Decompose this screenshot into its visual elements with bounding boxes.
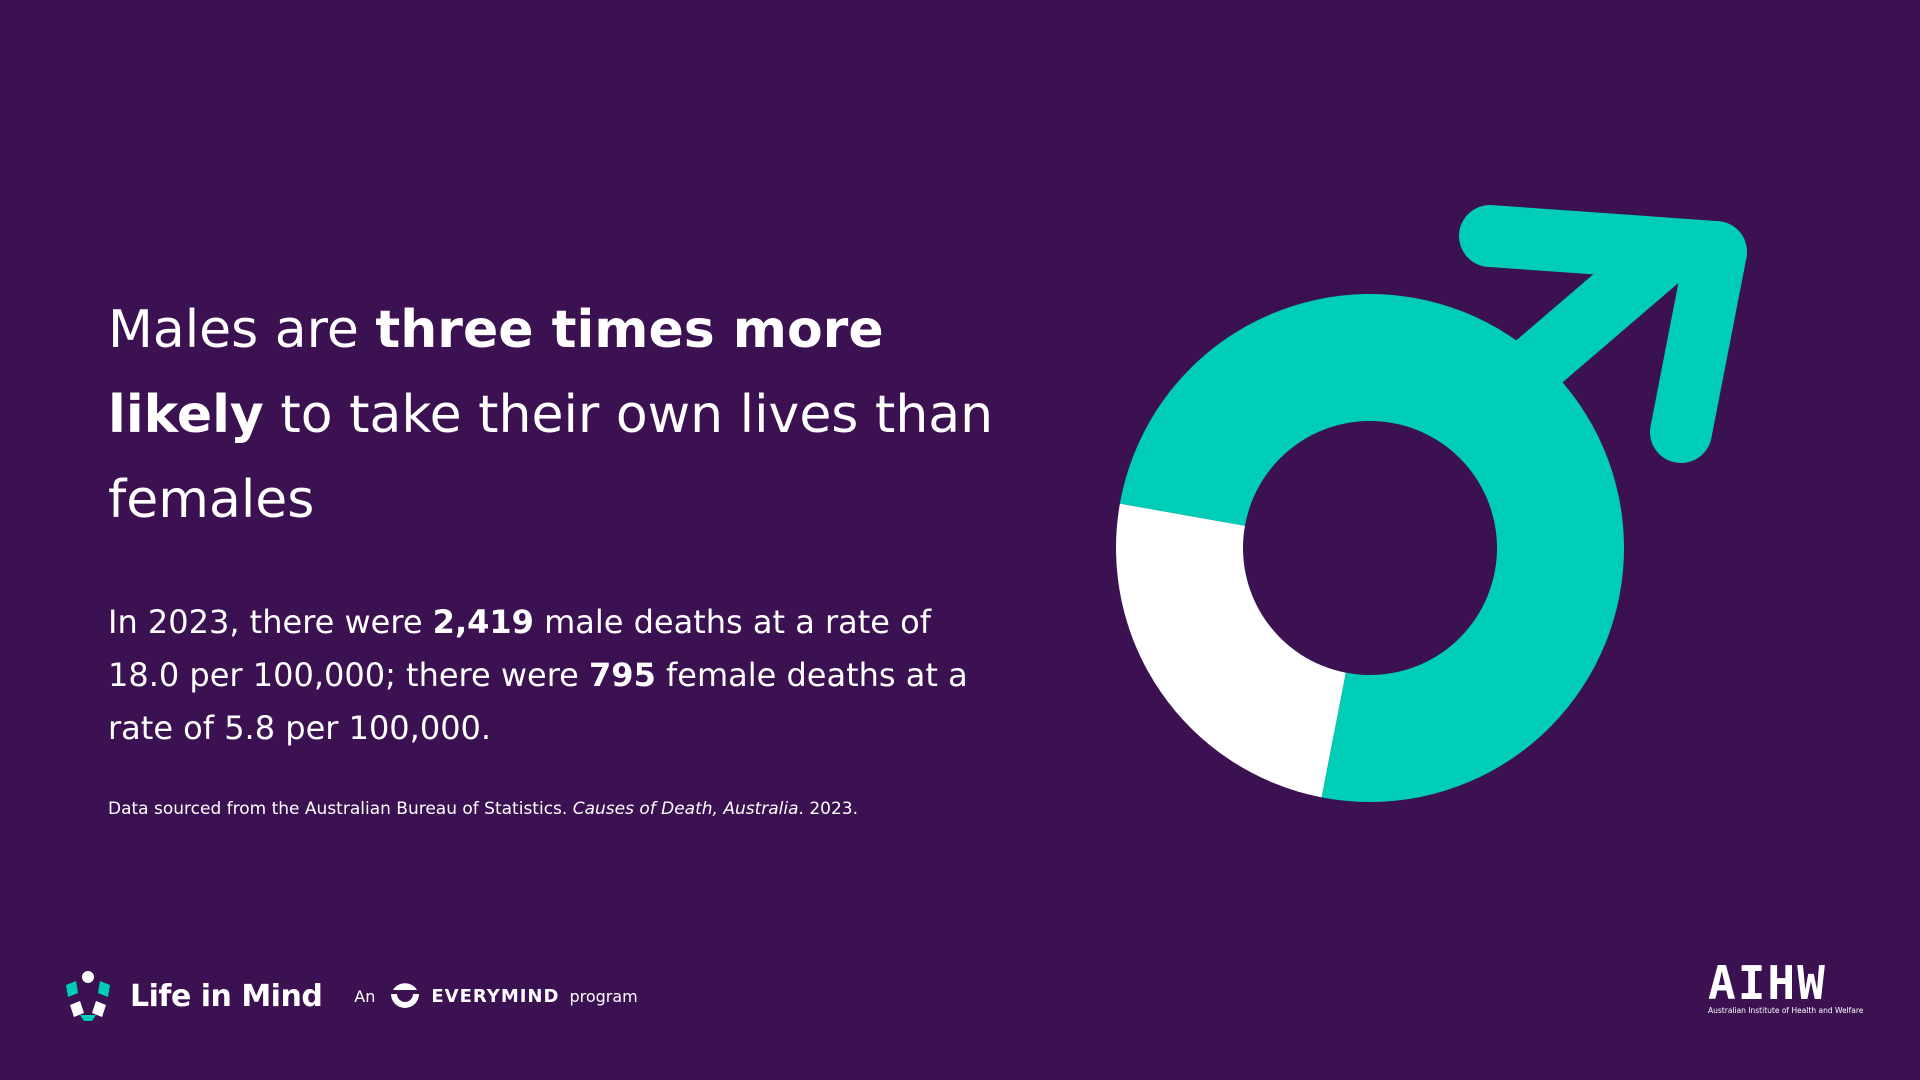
arrow-head-side <box>1650 221 1747 463</box>
slice-female <box>1116 503 1346 798</box>
arrow-head-top <box>1459 205 1747 283</box>
headline-text-2: to take their own lives than females <box>108 385 994 530</box>
life-in-mind-logo: Life in Mind An EVERYMIND program <box>62 970 638 1022</box>
everymind-wordmark: EVERYMIND <box>431 985 560 1007</box>
everymind-icon <box>391 983 420 1008</box>
source-citation: Data sourced from the Australian Bureau … <box>108 797 858 821</box>
source-title: Causes of Death, Australia <box>572 799 799 819</box>
female-deaths-count: 795 <box>589 656 656 694</box>
program-label: program <box>569 986 638 1006</box>
donut-slices <box>1116 294 1624 803</box>
statistics-paragraph: In 2023, there were 2,419 male deaths at… <box>108 596 988 755</box>
body-text-1: In 2023, there were <box>108 603 433 641</box>
source-prefix: Data sourced from the Australian Bureau … <box>108 799 573 819</box>
life-in-mind-wordmark: Life in Mind <box>130 978 323 1014</box>
body-text-2: male deaths at a rate of 18.0 per 100,00… <box>108 603 931 694</box>
source-suffix: . 2023. <box>798 799 859 819</box>
an-label: An <box>354 986 376 1006</box>
aihw-wordmark: AIHW <box>1708 956 1827 1010</box>
male-symbol-arrow <box>1459 205 1747 463</box>
male-symbol-donut-chart <box>1116 205 1747 803</box>
headline: Males are three times more likely to tak… <box>108 288 1008 543</box>
aihw-logo: AIHW Australian Institute of Health and … <box>1708 956 1864 1016</box>
life-in-mind-icon <box>66 971 110 1021</box>
aihw-full-name: Australian Institute of Health and Welfa… <box>1708 1006 1864 1015</box>
slice-male <box>1119 294 1624 803</box>
headline-emphasis: three times more likely <box>108 300 884 445</box>
body-text-3: female deaths at a rate of 5.8 per 100,0… <box>108 656 968 747</box>
male-deaths-count: 2,419 <box>432 603 534 641</box>
headline-text-1: Males are <box>108 300 376 360</box>
